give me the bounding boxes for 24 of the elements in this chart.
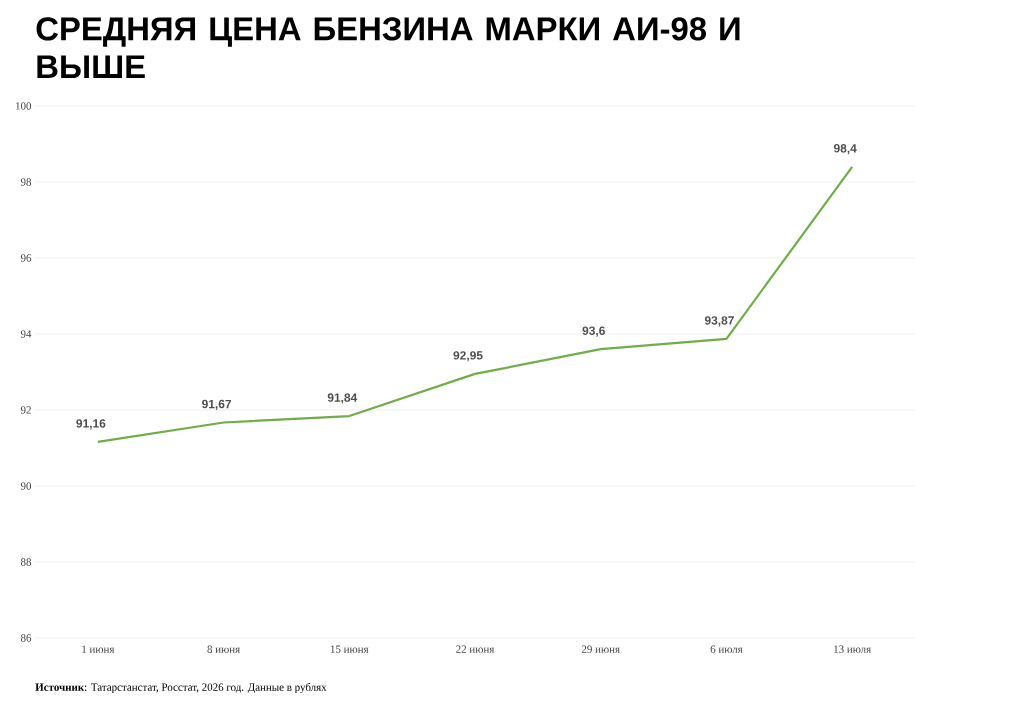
- y-tick-label: 96: [20, 254, 32, 262]
- data-label: 93,87: [704, 316, 734, 327]
- y-tick-label: 92: [20, 406, 31, 414]
- y-tick-label: 86: [20, 634, 32, 642]
- x-tick-label: 1 июня: [82, 645, 115, 653]
- data-label: 91,84: [327, 393, 358, 404]
- y-tick-label: 98: [20, 178, 32, 186]
- data-label: 93,6: [582, 326, 605, 337]
- text: Источник: Татарстанстат, Росстат, 2026 год. Данные в рублях: [35, 682, 327, 694]
- data-label: 91,67: [202, 399, 232, 410]
- y-tick-label: 94: [20, 330, 32, 338]
- x-tick-label: 22 июня: [456, 645, 495, 653]
- x-tick-label: 8 июня: [207, 645, 240, 653]
- x-tick-label: 6 июля: [710, 645, 743, 653]
- x-tick-label: 15 июня: [330, 645, 369, 653]
- data-label: 91,16: [76, 419, 106, 430]
- y-tick-label: 90: [20, 482, 32, 490]
- chart-title: СРЕДНЯЯ ЦЕНА БЕНЗИНА МАРКИ АИ-98 И ВЫШЕ: [36, 17, 740, 78]
- data-label: 98,4: [833, 144, 857, 155]
- data-label: 92,95: [453, 351, 483, 362]
- y-tick-label: 88: [20, 558, 32, 566]
- y-tick-label: 100: [16, 102, 32, 110]
- x-tick-label: 13 июля: [834, 645, 871, 653]
- x-tick-label: 29 июня: [581, 645, 620, 653]
